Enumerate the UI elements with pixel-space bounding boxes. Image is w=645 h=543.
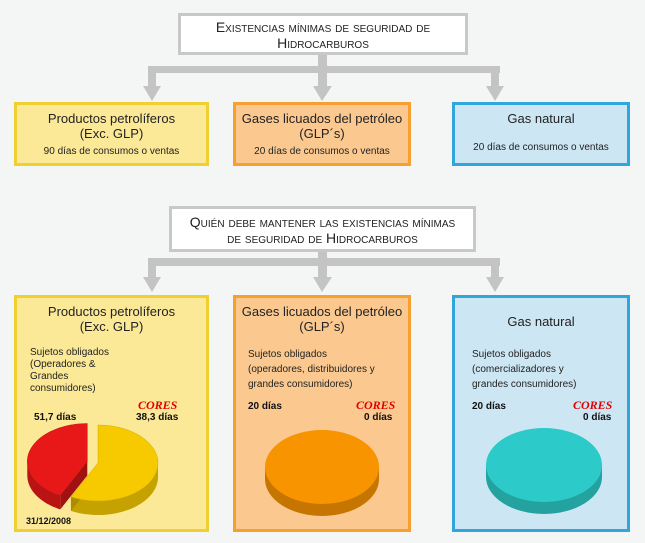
cores-value: 0 días — [583, 412, 612, 423]
connector-stem — [318, 53, 327, 69]
title-box-bottom: Quién debe mantener las existencias míni… — [169, 206, 476, 252]
connector-left-2 — [148, 258, 156, 279]
pie-chart-group — [486, 428, 602, 514]
subjects-text: Sujetos obligados (Operadores & Grandes … — [30, 347, 150, 395]
pie-slice-face — [60, 461, 88, 510]
box-name-line-2: (Exc. GLP) — [79, 319, 144, 334]
cores-label: CORES — [356, 398, 396, 412]
arrow-mid — [313, 86, 332, 101]
title-line-1: Quién debe mantener las existencias míni… — [189, 214, 456, 230]
title-line-2: de seguridad de Hidrocarburos — [227, 230, 418, 246]
subjects-line: (Operadores & — [30, 359, 96, 370]
box-productos-petroliferos: Productos petrolíferos (Exc. GLP) 90 día… — [14, 102, 209, 166]
arrow-right — [486, 86, 504, 101]
connector-stem-2 — [318, 250, 327, 263]
box-name: Gases licuados del petróleo (GLP´s) — [236, 304, 408, 334]
box-name: Gas natural — [455, 105, 627, 126]
box-name-line-1: Gas natural — [507, 314, 575, 329]
box-name-line-1: Gases licuados del petróleo — [241, 111, 403, 126]
title-box-top: Existencias mínimas de seguridad de Hidr… — [178, 13, 468, 55]
date-label: 31/12/2008 — [26, 516, 72, 526]
box-gas-natural-detail: Gas natural Sujetos obligados (comercial… — [452, 295, 630, 532]
arrow-left — [143, 86, 161, 101]
box-name-line-1: Productos petrolíferos — [47, 304, 176, 319]
box-name: Productos petrolíferos (Exc. GLP) — [17, 105, 206, 141]
subjects-value: 20 días — [248, 401, 282, 412]
pie-slice — [486, 428, 602, 502]
box-gas-natural: Gas natural 20 días de consumos o ventas — [452, 102, 630, 166]
subjects-line: Grandes — [30, 371, 69, 382]
connector-mid-2 — [318, 258, 327, 279]
pie-slice-side — [70, 463, 158, 515]
subjects-line: (comercializadores y — [472, 364, 564, 375]
subjects-line: Sujetos obligados — [30, 347, 109, 358]
subjects-text: Sujetos obligados (comercializadores y g… — [472, 349, 622, 391]
subjects-line: consumidores) — [30, 383, 96, 394]
connector-right — [491, 66, 499, 88]
box-gases-licuados: Gases licuados del petróleo (GLP´s) 20 d… — [233, 102, 411, 166]
box-detail: 20 días de consumos o ventas — [473, 142, 609, 153]
pie-chart — [27, 423, 159, 515]
arrow-left-2 — [143, 277, 161, 292]
title-line-1: Existencias mínimas de seguridad de — [215, 19, 431, 35]
connector-right-2 — [491, 258, 499, 279]
box-name-line-2: (Exc. GLP) — [79, 126, 144, 141]
box-productos-petroliferos-detail: Productos petrolíferos (Exc. GLP) Sujeto… — [14, 295, 209, 532]
subjects-line: Sujetos obligados — [472, 349, 551, 360]
pie-slice — [70, 424, 159, 502]
pie-slice — [27, 423, 88, 496]
box-name-line-2: (GLP´s) — [299, 319, 345, 334]
subjects-value: 20 días — [472, 401, 506, 412]
cores-value: 38,3 días — [136, 412, 179, 423]
box-detail: 90 días de consumos o ventas — [43, 146, 180, 157]
subjects-line: (operadores, distribuidores y — [248, 364, 375, 375]
box-name-line-1: Gases licuados del petróleo — [241, 304, 403, 319]
pie-chart-group — [27, 423, 159, 515]
box-gases-licuados-detail: Gases licuados del petróleo (GLP´s) Suje… — [233, 295, 411, 532]
box-name-line-1: Productos petrolíferos — [47, 111, 176, 126]
box-name: Productos petrolíferos (Exc. GLP) — [17, 304, 206, 334]
connector-mid — [318, 66, 327, 88]
pie-chart — [486, 428, 602, 514]
box-name-line-2: (GLP´s) — [299, 126, 345, 141]
box-name: Gases licuados del petróleo (GLP´s) — [236, 105, 408, 141]
subjects-line: grandes consumidores) — [248, 379, 353, 390]
pie-slice — [265, 430, 379, 504]
pie-chart — [265, 430, 379, 516]
pie-chart-group — [265, 430, 379, 516]
subjects-value: 51,7 días — [34, 412, 77, 423]
box-name-line-1: Gas natural — [507, 111, 575, 126]
subjects-line: Sujetos obligados — [248, 349, 327, 360]
cores-label: CORES — [138, 398, 178, 412]
arrow-right-2 — [486, 277, 504, 292]
subjects-text: Sujetos obligados (operadores, distribui… — [248, 349, 408, 391]
arrow-mid-2 — [313, 277, 332, 292]
title-line-2: Hidrocarburos — [277, 35, 369, 51]
connector-left — [148, 66, 156, 88]
cores-value: 0 días — [364, 412, 393, 423]
connectors — [143, 53, 504, 292]
subjects-line: grandes consumidores) — [472, 379, 577, 390]
cores-label: CORES — [573, 398, 613, 412]
pie-slice-side — [27, 461, 61, 510]
box-name: Gas natural — [455, 314, 627, 329]
box-detail: 20 días de consumos o ventas — [254, 146, 390, 157]
